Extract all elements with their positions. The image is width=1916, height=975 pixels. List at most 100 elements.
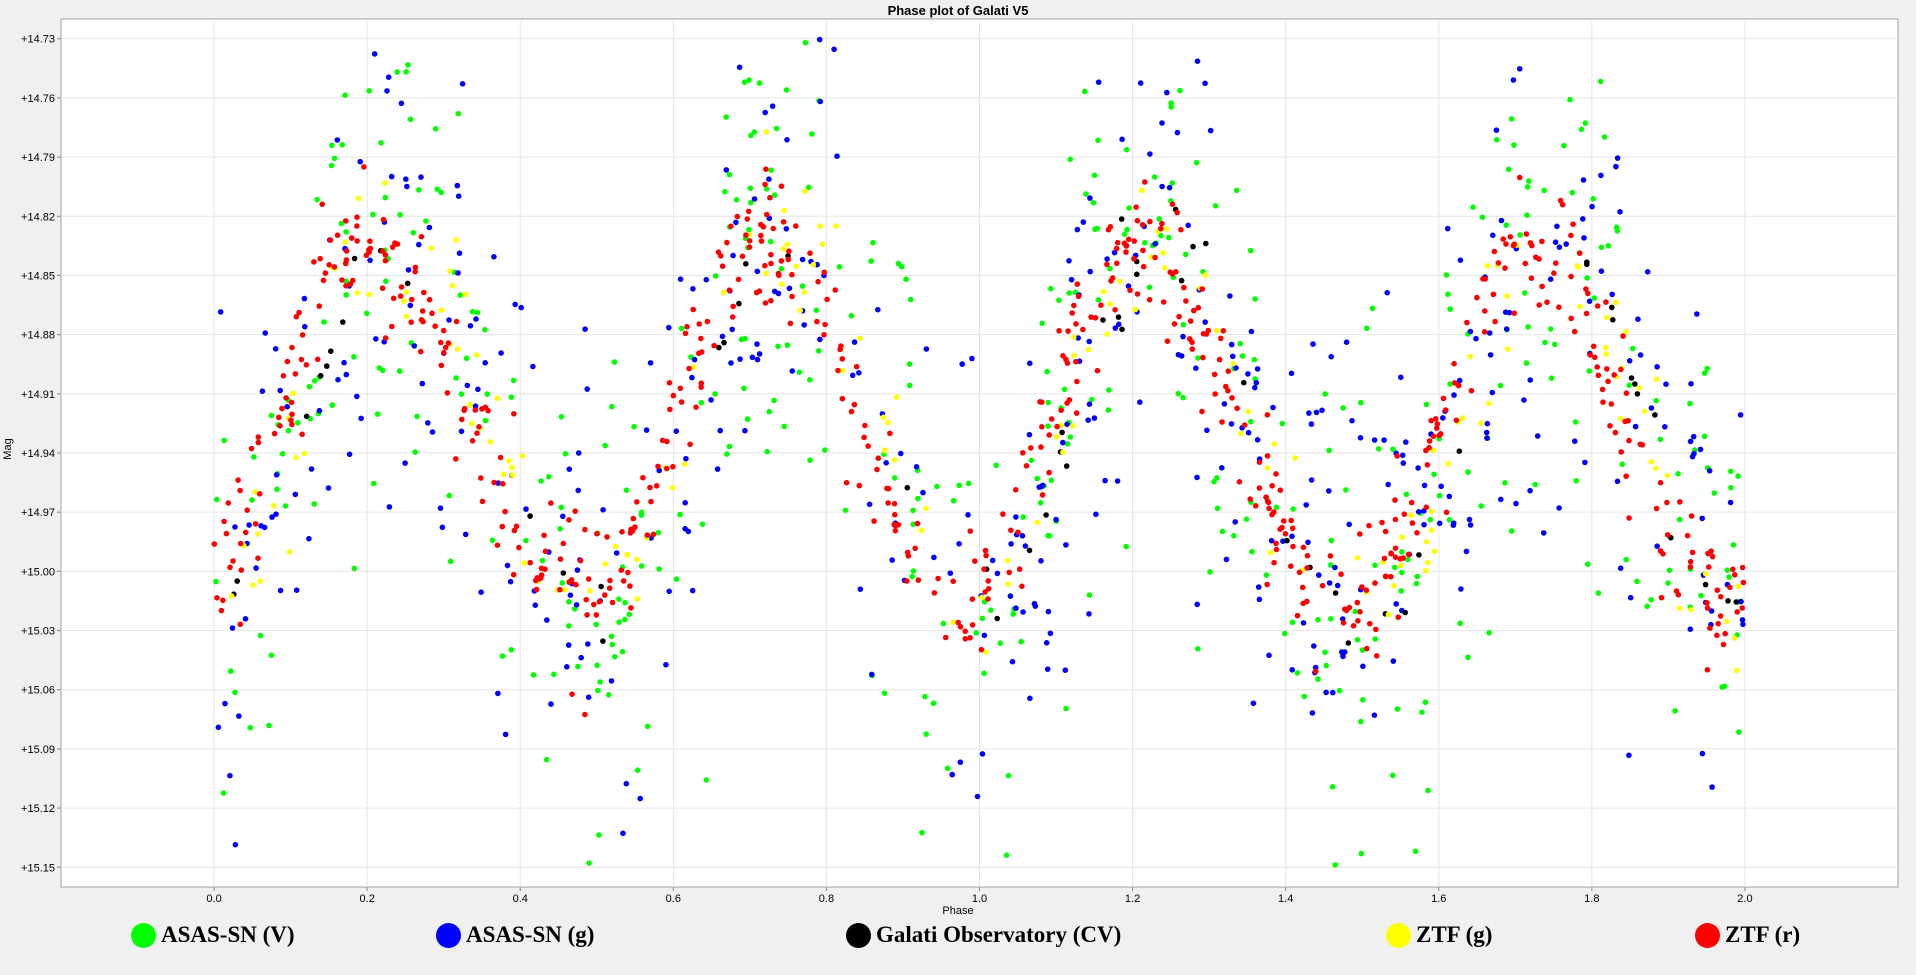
data-point [771, 397, 777, 404]
data-point [815, 278, 821, 285]
data-point [848, 408, 855, 415]
data-point [1637, 352, 1644, 358]
data-point [982, 547, 989, 554]
data-point [1159, 183, 1165, 190]
data-point [1067, 156, 1074, 163]
data-point [1113, 245, 1120, 252]
data-point [261, 524, 268, 531]
data-point [1121, 240, 1128, 247]
data-point [1134, 217, 1141, 224]
data-point [1399, 534, 1405, 540]
data-point [1296, 569, 1303, 576]
data-point [1355, 618, 1361, 624]
data-point [1223, 556, 1230, 563]
data-point [306, 535, 312, 542]
data-point [453, 456, 459, 462]
y-tick-label: +14.97 [21, 507, 55, 519]
data-point [595, 687, 601, 694]
data-point [453, 318, 460, 325]
data-point [1653, 397, 1659, 404]
data-point [766, 408, 773, 415]
data-point [256, 491, 263, 497]
data-point [1180, 321, 1187, 328]
data-point [1688, 606, 1694, 613]
data-point [663, 661, 669, 668]
data-point [232, 841, 239, 848]
data-point [396, 368, 403, 374]
data-point [489, 537, 496, 544]
data-point [1721, 683, 1728, 690]
data-point [1117, 278, 1123, 285]
data-point [1739, 605, 1746, 611]
data-point [403, 289, 410, 296]
data-point [1289, 533, 1295, 540]
data-point [1497, 382, 1504, 389]
data-point [560, 513, 566, 520]
x-tick-label: 1.0 [972, 893, 987, 905]
series-4 [211, 164, 1747, 718]
data-point [257, 578, 264, 584]
data-point [627, 583, 633, 589]
data-point [1005, 772, 1012, 779]
data-point [237, 540, 244, 547]
legend-label: ASAS-SN (V) [161, 922, 295, 947]
data-point [1408, 512, 1414, 518]
data-point [892, 511, 898, 518]
data-point [609, 599, 616, 606]
data-point [871, 518, 877, 524]
data-point [289, 411, 295, 418]
data-point [1158, 232, 1164, 239]
data-point [904, 578, 910, 584]
data-point [397, 211, 403, 218]
data-point [423, 218, 429, 224]
data-point [1704, 600, 1710, 606]
data-point [1382, 573, 1389, 580]
data-point [1641, 408, 1648, 415]
data-point [1575, 264, 1581, 270]
data-point [1718, 593, 1724, 600]
data-point [1247, 496, 1253, 502]
data-point [1447, 381, 1453, 387]
data-point [1524, 184, 1531, 190]
data-point [746, 226, 752, 233]
data-point [1288, 517, 1294, 524]
data-point [1319, 407, 1325, 414]
data-point [1023, 463, 1030, 469]
data-point [272, 346, 279, 352]
data-point [1316, 572, 1322, 578]
data-point [1517, 232, 1523, 238]
data-point [1503, 326, 1510, 332]
data-point [644, 532, 651, 538]
data-point [1271, 441, 1278, 447]
data-point [582, 326, 588, 333]
data-point [1699, 515, 1705, 522]
data-point [1495, 260, 1502, 266]
data-point [1414, 573, 1420, 580]
data-point [1487, 352, 1494, 358]
data-point [548, 701, 554, 707]
data-point [1434, 421, 1441, 427]
data-point [1510, 242, 1517, 249]
data-point [712, 273, 719, 279]
data-point [533, 586, 540, 593]
data-point [370, 480, 377, 487]
data-point [1542, 339, 1548, 346]
data-point [780, 246, 787, 252]
data-point [1618, 366, 1624, 373]
data-point [751, 129, 758, 135]
data-point [1394, 706, 1401, 712]
data-point [1280, 538, 1286, 544]
data-point [1551, 270, 1557, 277]
data-point [789, 293, 795, 300]
data-point [685, 528, 692, 535]
data-point [1585, 290, 1591, 297]
data-point [1583, 286, 1589, 292]
data-point [1450, 520, 1457, 526]
data-point [421, 289, 427, 296]
data-point [1212, 203, 1219, 209]
data-point [734, 213, 741, 220]
data-point [717, 427, 723, 434]
data-point [664, 465, 670, 472]
data-point [498, 350, 504, 356]
data-point [320, 277, 327, 284]
